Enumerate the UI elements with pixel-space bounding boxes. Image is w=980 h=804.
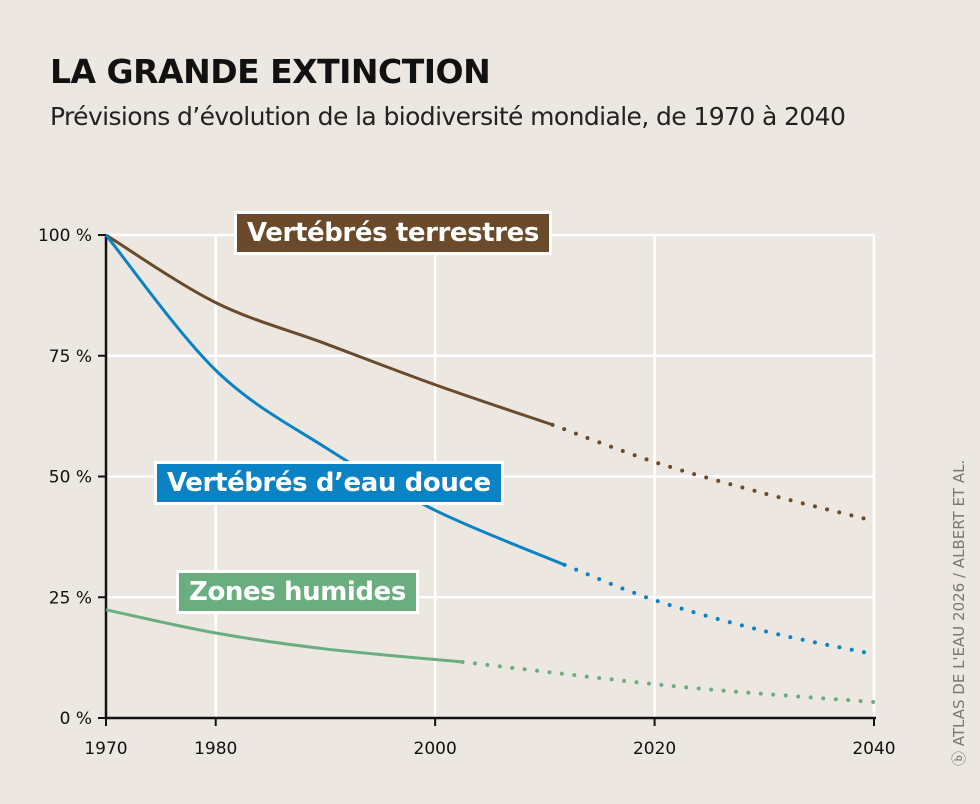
- series-projection-vertebres-eau-douce: [562, 562, 876, 657]
- series-label-vertebres-terrestres: Vertébrés terrestres: [234, 211, 552, 255]
- x-tick-label: 2020: [633, 739, 676, 759]
- series-line-zones-humides: [105, 608, 463, 664]
- chart-title: LA GRANDE EXTINCTION: [50, 52, 491, 91]
- series-line-vertebres-eau-douce: [104, 234, 566, 567]
- x-tick-label: 2040: [852, 739, 895, 759]
- series-projection-vertebres-terrestres: [550, 422, 876, 523]
- y-tick-label: 50 %: [49, 468, 92, 488]
- y-tick-label: 25 %: [49, 588, 92, 608]
- x-tick-label: 1980: [194, 739, 237, 759]
- series-projection-zones-humides: [460, 659, 876, 705]
- series-label-vertebres-eau-douce: Vertébrés d’eau douce: [154, 461, 504, 505]
- y-tick-label: 100 %: [38, 226, 92, 246]
- x-tick-label: 1970: [84, 739, 127, 759]
- series-line-vertebres-terrestres: [105, 233, 554, 427]
- chart-subtitle: Prévisions d’évolution de la biodiversit…: [50, 102, 846, 131]
- series-label-zones-humides: Zones humides: [176, 570, 419, 614]
- y-tick-label: 0 %: [60, 709, 92, 729]
- y-tick-label: 75 %: [49, 347, 92, 367]
- x-tick-label: 2000: [414, 739, 457, 759]
